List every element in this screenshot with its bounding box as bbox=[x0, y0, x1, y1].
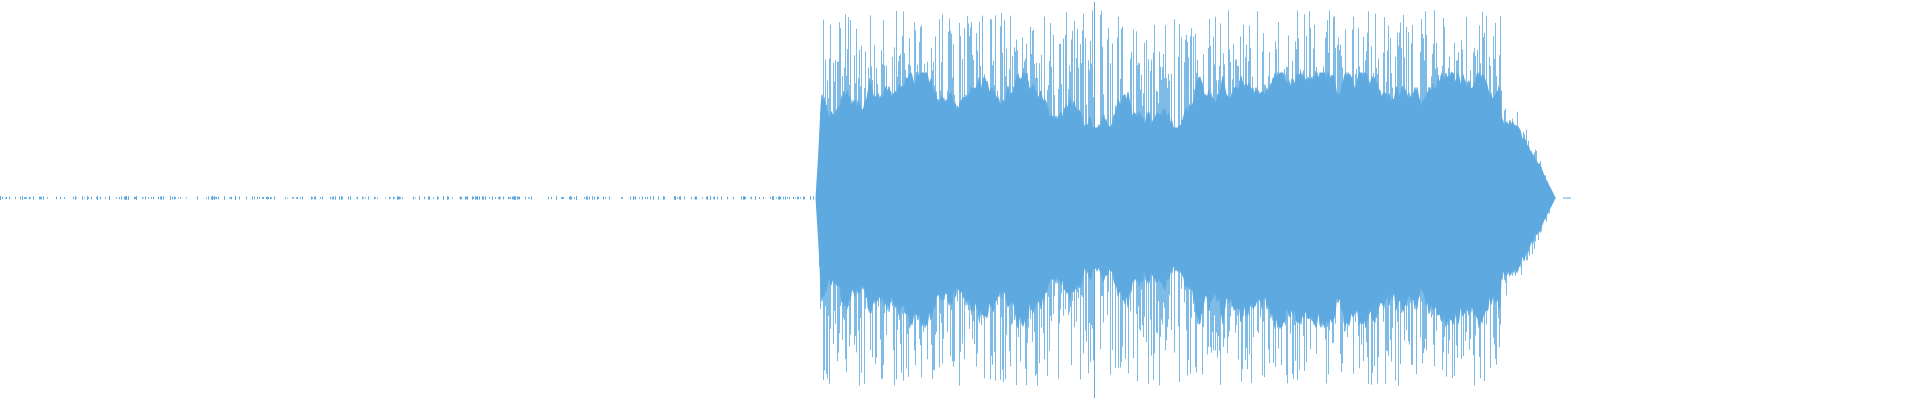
waveform-peaks bbox=[819, 10, 1550, 386]
waveform-body bbox=[815, 71, 1556, 330]
quiet-signal bbox=[0, 196, 814, 200]
